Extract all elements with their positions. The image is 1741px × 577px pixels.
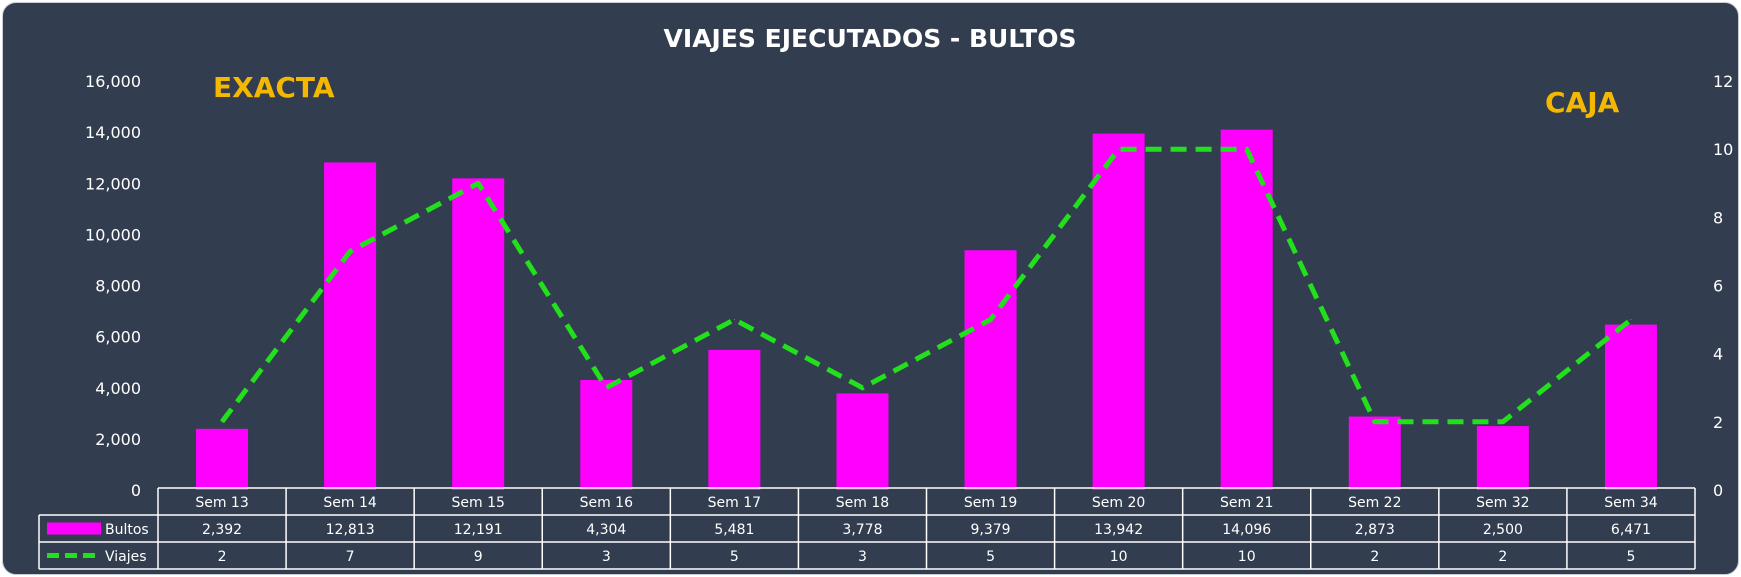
bar xyxy=(1092,133,1145,491)
data-label: 6,471 xyxy=(1611,522,1651,538)
data-label: 2 xyxy=(218,549,227,565)
data-label: 2,873 xyxy=(1355,522,1395,538)
bar xyxy=(1348,416,1401,490)
category-label: Sem 34 xyxy=(1604,495,1657,511)
y-right-tick-label: 12 xyxy=(1713,72,1733,91)
data-label: 12,191 xyxy=(454,522,503,538)
chart-canvas: VIAJES EJECUTADOS - BULTOS EXACTA CAJA 0… xyxy=(38,24,1733,570)
data-label: 7 xyxy=(346,549,355,565)
y-left-tick-label: 10,000 xyxy=(85,225,141,244)
data-label: 2,392 xyxy=(202,522,242,538)
bar xyxy=(836,393,889,490)
y-right-tick-label: 0 xyxy=(1713,481,1723,500)
y-right-tick-label: 4 xyxy=(1713,345,1723,364)
data-label: 13,942 xyxy=(1094,522,1143,538)
data-label: 3 xyxy=(602,549,611,565)
y-left-tick-label: 6,000 xyxy=(95,328,141,347)
data-label: 12,813 xyxy=(326,522,375,538)
bar xyxy=(324,162,377,490)
category-label: Sem 13 xyxy=(195,495,248,511)
bar xyxy=(452,178,505,491)
y-right-tick-label: 10 xyxy=(1713,140,1733,159)
bar xyxy=(964,250,1017,490)
bar-series-bultos xyxy=(196,129,1657,491)
bar xyxy=(1220,129,1273,490)
y-axis-left: 0 2,000 4,000 6,000 8,000 10,000 12,000 14,000 1… xyxy=(85,72,141,500)
y-left-tick-label: 8,000 xyxy=(95,277,141,296)
line-point xyxy=(1374,421,1376,423)
category-label: Sem 17 xyxy=(708,495,761,511)
y-left-tick-label: 2,000 xyxy=(95,430,141,449)
y-left-tick-label: 12,000 xyxy=(85,174,141,193)
annotation-exacta: EXACTA xyxy=(213,71,335,104)
y-axis-right: 0 2 4 6 8 10 12 xyxy=(1713,72,1733,500)
category-label: Sem 19 xyxy=(964,495,1017,511)
viajes-line xyxy=(220,146,1633,425)
data-label: 10 xyxy=(1238,549,1256,565)
category-label: Sem 32 xyxy=(1476,495,1529,511)
data-label: 9,379 xyxy=(970,522,1010,538)
y-right-tick-label: 2 xyxy=(1713,413,1723,432)
line-point xyxy=(477,182,479,184)
data-table: Sem 13 Sem 14 Sem 15 Sem 16 Sem 17 Sem 18 Sem … xyxy=(38,487,1696,570)
data-label: 10 xyxy=(1110,549,1128,565)
line-point xyxy=(349,250,351,252)
data-label: 3,778 xyxy=(842,522,882,538)
data-label: 3 xyxy=(858,549,867,565)
data-label: 5 xyxy=(1626,549,1635,565)
data-label: 2 xyxy=(1498,549,1507,565)
data-label: 5,481 xyxy=(714,522,754,538)
line-point xyxy=(1502,421,1504,423)
data-label: 5 xyxy=(986,549,995,565)
bar xyxy=(1476,426,1529,490)
category-label: Sem 18 xyxy=(836,495,889,511)
data-label: 4,304 xyxy=(586,522,626,538)
category-label: Sem 15 xyxy=(452,495,505,511)
data-label: 9 xyxy=(474,549,483,565)
legend-entry: Viajes xyxy=(105,549,147,565)
category-label: Sem 20 xyxy=(1092,495,1145,511)
line-point xyxy=(1246,148,1248,150)
data-label: 2 xyxy=(1370,549,1379,565)
chart-title: VIAJES EJECUTADOS - BULTOS xyxy=(664,24,1077,53)
line-series-viajes xyxy=(220,146,1633,425)
bar xyxy=(1604,324,1657,490)
bar xyxy=(196,428,249,490)
legend-key-bultos xyxy=(47,522,101,535)
line-point xyxy=(221,421,223,423)
legend-entry: Bultos xyxy=(105,522,149,538)
y-right-tick-label: 6 xyxy=(1713,277,1723,296)
bar xyxy=(580,379,633,490)
bar xyxy=(708,349,761,490)
y-left-tick-label: 16,000 xyxy=(85,72,141,91)
y-left-tick-label: 14,000 xyxy=(85,123,141,142)
line-point xyxy=(733,319,735,321)
line-point xyxy=(861,387,863,389)
line-point xyxy=(605,387,607,389)
data-label: 5 xyxy=(730,549,739,565)
line-point xyxy=(1630,319,1632,321)
y-left-tick-label: 4,000 xyxy=(95,379,141,398)
category-label: Sem 14 xyxy=(323,495,376,511)
y-right-tick-label: 8 xyxy=(1713,208,1723,227)
category-label: Sem 22 xyxy=(1348,495,1401,511)
line-point xyxy=(1118,148,1120,150)
data-label: 14,096 xyxy=(1222,522,1271,538)
y-left-tick-label: 0 xyxy=(131,481,141,500)
category-label: Sem 21 xyxy=(1220,495,1273,511)
data-label: 2,500 xyxy=(1483,522,1523,538)
line-point xyxy=(990,319,992,321)
category-label: Sem 16 xyxy=(580,495,633,511)
annotation-caja: CAJA xyxy=(1545,86,1620,119)
